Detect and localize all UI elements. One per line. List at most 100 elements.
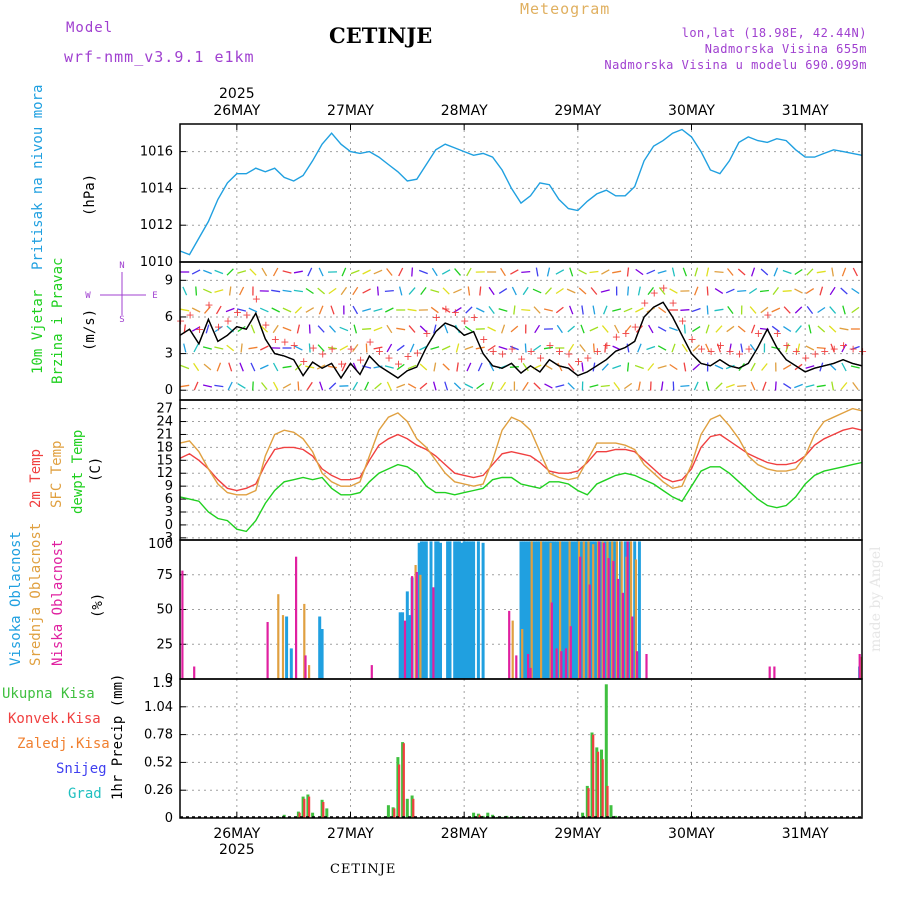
bar-mark [601, 541, 604, 679]
wind-arrow [352, 344, 359, 352]
wind-arrow [384, 289, 394, 293]
wind-arrow [226, 268, 234, 276]
bar-mark [555, 541, 558, 679]
y-tick-label: 0 [165, 518, 173, 533]
y-tick-label: 25 [156, 637, 173, 652]
wind-arrow [419, 363, 428, 371]
wind-arrow [376, 286, 379, 296]
wind-arrow [464, 345, 474, 351]
bar-mark [408, 615, 412, 679]
bar-mark [281, 615, 285, 679]
compass-w: W [85, 291, 91, 301]
bar-mark [322, 802, 325, 818]
wind-arrow [637, 381, 641, 391]
wind-arrow [205, 324, 210, 334]
gust-marker: + [792, 345, 801, 358]
bar-mark [308, 796, 311, 818]
wind-arrow [317, 287, 326, 295]
wind-arrow [467, 286, 471, 296]
bar-mark [620, 541, 623, 679]
wind-arrow [203, 288, 212, 294]
wind-arrow [396, 344, 405, 352]
wind-arrow [693, 381, 699, 391]
bar-mark [577, 541, 581, 679]
gust-marker: + [242, 309, 251, 322]
wind-arrow [466, 267, 472, 277]
wind-arrow [532, 288, 542, 294]
bar-mark [559, 541, 563, 679]
bar-mark [587, 788, 590, 818]
wind-arrow [657, 270, 667, 274]
wind-arrow [522, 381, 529, 391]
wind-arrow [555, 287, 564, 295]
wind-arrow [535, 267, 539, 277]
wind-arrow [282, 326, 292, 332]
wind-arrow [831, 267, 834, 277]
wind-arrow [782, 364, 792, 370]
bar-mark [768, 666, 771, 679]
bar-mark [436, 541, 440, 679]
wind-arrow [771, 346, 781, 350]
wind-arrow [637, 343, 642, 353]
wind-arrow [396, 363, 405, 371]
bar-mark [566, 541, 570, 679]
wind-arrow [567, 382, 575, 390]
gust-marker: + [517, 352, 526, 365]
bar-mark [434, 541, 438, 679]
wind-arrow [373, 326, 383, 332]
bar-mark [472, 541, 476, 679]
wind-arrow [669, 363, 678, 371]
wind-arrow [191, 307, 201, 313]
wind-arrow [193, 381, 199, 391]
bar-mark [530, 541, 533, 679]
wind-arrow [216, 362, 222, 372]
day-label-top: 30MAY [668, 103, 715, 119]
wind-arrow [386, 324, 393, 334]
wind-arrow [305, 307, 315, 313]
wind-arrow [683, 362, 687, 372]
wind-arrow [453, 307, 462, 313]
wind-arrow [794, 268, 803, 276]
wind-arrow [725, 288, 735, 294]
bar-mark [296, 811, 300, 818]
gust-marker: + [252, 293, 261, 306]
gust-marker: + [735, 348, 744, 361]
wind-arrow [627, 286, 630, 296]
wind-arrow [408, 325, 416, 333]
bar-mark [465, 541, 468, 679]
wind-arrow [578, 269, 587, 275]
wind-arrow [680, 309, 690, 311]
wind-arrow [340, 286, 348, 296]
wind-arrow [339, 326, 349, 332]
wind-arrow [682, 267, 688, 277]
wind-arrow [737, 268, 746, 276]
wind-arrow [214, 289, 224, 293]
wind-arrow [386, 381, 392, 391]
gust-marker: + [820, 345, 829, 358]
wind-arrow [203, 363, 212, 371]
wind-arrow [237, 383, 246, 389]
bar-mark [411, 576, 414, 679]
y-tick-label: 1014 [140, 181, 173, 196]
gust-marker: + [365, 335, 374, 348]
wind-arrow [386, 268, 393, 276]
bar-mark [453, 541, 457, 679]
wind-arrow [195, 286, 198, 296]
wind-arrow [407, 308, 417, 312]
wind-arrow [600, 289, 610, 293]
wind-arrow [578, 287, 587, 295]
wind-arrow [626, 362, 630, 372]
gust-marker: + [811, 348, 820, 361]
y-tick-label: 15 [156, 453, 173, 468]
wind-arrow [646, 269, 656, 275]
gust-marker: + [347, 343, 356, 356]
wind-arrow [180, 364, 190, 370]
compass-s: S [119, 315, 124, 325]
wind-arrow [487, 326, 496, 332]
precip-frozen-label: Zaledj.Kisa [17, 736, 110, 752]
gust-marker: + [299, 355, 308, 368]
wind-arrow [828, 363, 837, 371]
wind-arrow [250, 362, 256, 372]
wind-arrow [555, 306, 564, 314]
bar-mark [303, 603, 306, 679]
